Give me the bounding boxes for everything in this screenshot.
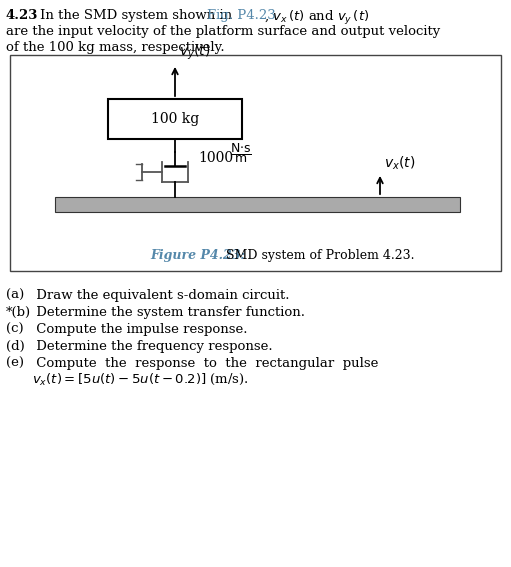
Text: , $v_x\,(t)$ and $v_y\,(t)$: , $v_x\,(t)$ and $v_y\,(t)$	[264, 9, 369, 27]
Text: Fig. P4.23: Fig. P4.23	[207, 9, 276, 22]
Text: *(b): *(b)	[6, 306, 31, 319]
Text: Compute  the  response  to  the  rectangular  pulse: Compute the response to the rectangular …	[32, 357, 378, 370]
Bar	[55, 197, 460, 212]
Text: 100 kg: 100 kg	[151, 112, 199, 126]
Bar	[108, 99, 242, 139]
Text: (d): (d)	[6, 340, 25, 353]
Text: Determine the system transfer function.: Determine the system transfer function.	[32, 306, 305, 319]
Text: (a): (a)	[6, 289, 24, 302]
Text: Figure P4.23:: Figure P4.23:	[151, 248, 246, 261]
Text: Draw the equivalent s-domain circuit.: Draw the equivalent s-domain circuit.	[32, 289, 290, 302]
Text: (e): (e)	[6, 357, 24, 370]
Text: 4.23: 4.23	[6, 9, 38, 22]
Text: Compute the impulse response.: Compute the impulse response.	[32, 323, 247, 336]
Text: $v_x(t) = [5u(t) - 5u(t - 0.2)]$ (m/s).: $v_x(t) = [5u(t) - 5u(t - 0.2)]$ (m/s).	[32, 372, 249, 387]
Text: Determine the frequency response.: Determine the frequency response.	[32, 340, 273, 353]
Text: $v_x(t)$: $v_x(t)$	[384, 155, 415, 172]
Text: (c): (c)	[6, 323, 24, 336]
Text: $\dfrac{\mathrm{N{\cdot}s}}{\mathrm{m}}$: $\dfrac{\mathrm{N{\cdot}s}}{\mathrm{m}}$	[230, 141, 252, 165]
Text: SMD system of Problem 4.23.: SMD system of Problem 4.23.	[222, 248, 415, 261]
Text: In the SMD system shown in: In the SMD system shown in	[40, 9, 237, 22]
Text: 1000: 1000	[198, 151, 233, 165]
Text: are the input velocity of the platform surface and output velocity: are the input velocity of the platform s…	[6, 25, 440, 38]
Text: $v_y(t)$: $v_y(t)$	[179, 43, 211, 62]
FancyBboxPatch shape	[10, 55, 501, 271]
Text: of the 100 kg mass, respectively.: of the 100 kg mass, respectively.	[6, 41, 225, 54]
